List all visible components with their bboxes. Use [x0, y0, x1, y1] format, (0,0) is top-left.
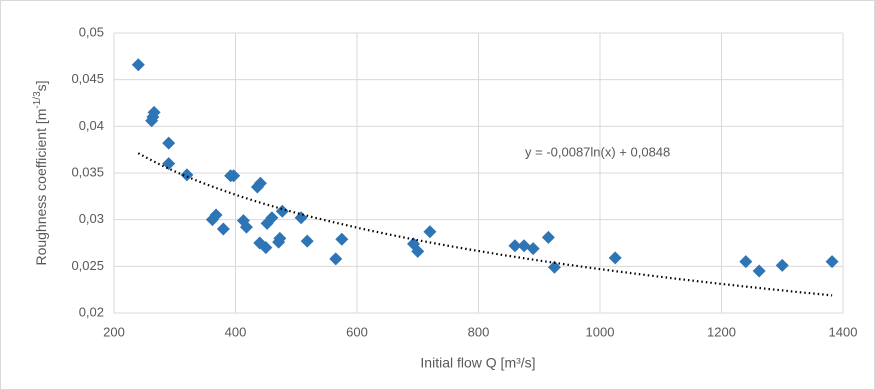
- y-tick-label: 0,035: [71, 164, 104, 179]
- data-point: [608, 251, 622, 265]
- data-point: [547, 260, 561, 274]
- data-point: [131, 58, 145, 72]
- data-point: [216, 222, 230, 236]
- y-axis-title: Roughness coefficient [m-1/3s]: [32, 80, 49, 265]
- x-tick-label: 200: [103, 324, 125, 339]
- y-tick-label: 0,025: [71, 258, 104, 273]
- data-point: [335, 232, 349, 246]
- data-point: [259, 241, 273, 255]
- y-title-part: Roughness coefficient [m: [33, 109, 49, 266]
- data-point: [162, 157, 176, 171]
- data-point: [162, 136, 176, 150]
- data-point: [825, 255, 839, 269]
- data-point: [541, 230, 555, 244]
- trendline-equation: y = -0,0087ln(x) + 0,0848: [525, 144, 670, 159]
- x-tick-label: 400: [225, 324, 247, 339]
- x-tick-label: 1200: [707, 324, 736, 339]
- data-point: [775, 258, 789, 272]
- x-tick-label: 1000: [586, 324, 615, 339]
- data-point: [294, 211, 308, 225]
- x-tick-label: 1400: [829, 324, 858, 339]
- data-point: [265, 211, 279, 225]
- data-point: [227, 169, 241, 183]
- x-axis-title: Initial flow Q [m³/s]: [420, 355, 535, 371]
- data-point: [180, 168, 194, 182]
- y-title-sup: -1/3: [32, 91, 43, 109]
- data-point: [329, 252, 343, 266]
- data-point: [411, 244, 425, 258]
- data-point: [239, 220, 253, 234]
- data-point: [209, 208, 223, 222]
- x-tick-label: 800: [468, 324, 490, 339]
- data-point: [752, 264, 766, 278]
- y-tick-label: 0,05: [79, 24, 104, 39]
- data-point: [739, 255, 753, 269]
- data-point: [147, 105, 161, 119]
- y-tick-label: 0,04: [79, 118, 104, 133]
- data-point: [273, 231, 287, 245]
- y-tick-label: 0,03: [79, 211, 104, 226]
- data-point: [300, 234, 314, 248]
- data-point: [253, 176, 267, 190]
- data-point: [423, 225, 437, 239]
- data-point: [526, 242, 540, 256]
- y-title-part: s]: [33, 80, 49, 91]
- y-tick-label: 0,045: [71, 71, 104, 86]
- y-tick-label: 0,02: [79, 304, 104, 319]
- data-point: [275, 204, 289, 218]
- data-point: [508, 239, 522, 253]
- x-tick-label: 600: [346, 324, 368, 339]
